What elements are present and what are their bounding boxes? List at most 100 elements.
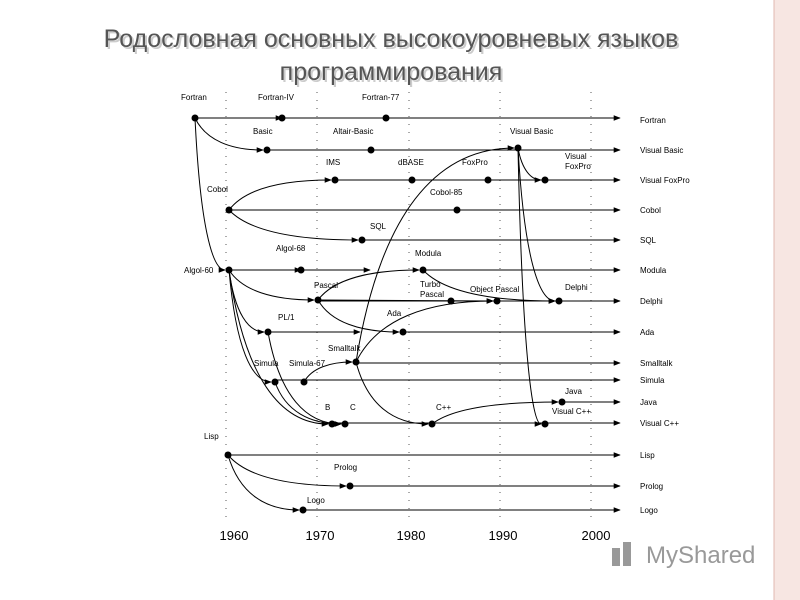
node-dot: [484, 176, 492, 184]
node-label: Cobol: [207, 185, 228, 194]
node-dot: [300, 378, 308, 386]
node-label: Simula: [254, 359, 279, 368]
derivation-curve: [228, 269, 315, 303]
node-dot: [352, 358, 360, 366]
derivation-curve: [317, 299, 400, 335]
node-label: Delphi: [565, 283, 588, 292]
node-dot: [399, 328, 407, 336]
node-dot: [299, 506, 307, 514]
node-label: Fortran-IV: [258, 93, 295, 102]
derivation-curve: [228, 177, 332, 211]
node-label: dBASE: [398, 158, 424, 167]
node-dot: [225, 206, 233, 214]
row-label: Cobol: [640, 206, 661, 215]
node-dot: [264, 328, 272, 336]
year-label: 1980: [397, 528, 426, 543]
node-label: Fortran-77: [362, 93, 400, 102]
node-dot: [278, 114, 286, 122]
row-label: SQL: [640, 236, 657, 245]
title-line: программирования: [280, 58, 503, 86]
node-label: Smalltalk: [328, 344, 361, 353]
node-dot: [541, 420, 549, 428]
title: Родословная основных высокоуровневых язы…: [104, 25, 681, 88]
derivation-curve: [517, 147, 542, 183]
row-label: Logo: [640, 506, 658, 515]
derivation-curve: [227, 454, 300, 513]
node-label: FoxPro: [565, 162, 591, 171]
node-dot: [331, 176, 339, 184]
derivation-curve: [317, 298, 494, 304]
title-shadow: Родословная основных высокоуровневых язы…: [106, 27, 681, 55]
node-label: SQL: [370, 222, 387, 231]
year-label: 1970: [306, 528, 335, 543]
derivation-curve: [422, 269, 556, 304]
row-label: Visual Basic: [640, 146, 683, 155]
node-dot: [225, 266, 233, 274]
row-label: Prolog: [640, 482, 663, 491]
derivation-curve: [317, 267, 420, 301]
logo-bar: [612, 548, 620, 566]
node-label: Simula-67: [289, 359, 326, 368]
node-label: Cobol-85: [430, 188, 463, 197]
node-label: C: [350, 403, 356, 412]
node-label: PL/1: [278, 313, 295, 322]
derivation-curve: [355, 361, 429, 427]
node-dot: [408, 176, 416, 184]
derivation-curve: [355, 145, 515, 363]
node-label: Visual Basic: [510, 127, 553, 136]
node-dot: [367, 146, 375, 154]
derivation-curve: [517, 147, 542, 427]
node-label: Modula: [415, 249, 442, 258]
title-shadow: программирования: [282, 60, 505, 88]
node-dot: [555, 297, 563, 305]
node-dot: [514, 144, 522, 152]
node-dot: [428, 420, 436, 428]
node-label: B: [325, 403, 330, 412]
derivation-curve: [194, 117, 264, 153]
title-line: Родословная основных высокоуровневых язы…: [104, 25, 679, 53]
year-label: 1960: [220, 528, 249, 543]
derivation-curve: [355, 298, 494, 363]
node-dot: [191, 114, 199, 122]
derivation-curve: [228, 269, 329, 427]
node-label: FoxPro: [462, 158, 488, 167]
derivation-curve: [228, 269, 272, 385]
node-label: Pascal: [420, 290, 444, 299]
watermark: MyShared: [612, 542, 755, 569]
row-label: Fortran: [640, 116, 666, 125]
row-label: Lisp: [640, 451, 655, 460]
watermark-text: MyShared: [646, 542, 755, 569]
node-label: Algol-68: [276, 244, 306, 253]
node-label: Ada: [387, 309, 402, 318]
row-label: Smalltalk: [640, 359, 673, 368]
node-label: Altair-Basic: [333, 127, 373, 136]
derivation-curve: [228, 209, 359, 243]
row-label: Delphi: [640, 297, 663, 306]
node-dot: [346, 482, 354, 490]
node-dot: [419, 266, 427, 274]
node-label: Fortran: [181, 93, 207, 102]
logo-bar: [623, 542, 631, 566]
row-label: Simula: [640, 376, 665, 385]
node-label: Turbo: [420, 280, 441, 289]
node-dot: [453, 206, 461, 214]
node-label: Object Pascal: [470, 285, 520, 294]
row-label: Ada: [640, 328, 655, 337]
node-label: Pascal: [314, 281, 338, 290]
node-label: Prolog: [334, 463, 357, 472]
node-label: IMS: [326, 158, 340, 167]
node-dot: [447, 297, 455, 305]
node-dot: [341, 420, 349, 428]
node-dot: [328, 420, 336, 428]
row-label: Visual C++: [640, 419, 679, 428]
node-label: Algol-60: [184, 266, 214, 275]
year-label: 1990: [489, 528, 518, 543]
node-dot: [382, 114, 390, 122]
node-label: Lisp: [204, 432, 219, 441]
derivation-curve: [303, 359, 353, 383]
node-label: Java: [565, 387, 582, 396]
node-dot: [314, 296, 322, 304]
node-label: Visual C++: [552, 407, 591, 416]
node-label: C++: [436, 403, 451, 412]
node-dot: [263, 146, 271, 154]
